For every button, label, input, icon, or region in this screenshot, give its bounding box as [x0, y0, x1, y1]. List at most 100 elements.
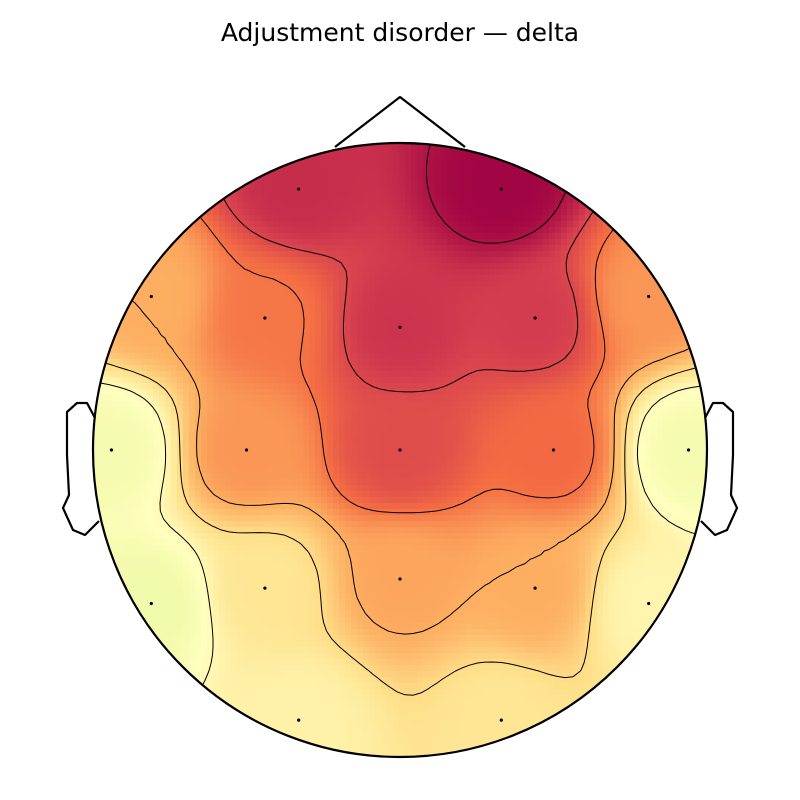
heatmap-cell: [255, 263, 262, 270]
heatmap-cell: [333, 461, 340, 468]
heatmap-cell: [429, 353, 436, 360]
heatmap-cell: [357, 227, 364, 234]
heatmap-cell: [603, 341, 610, 348]
heatmap-cell: [591, 467, 598, 474]
heatmap-cell: [165, 251, 172, 258]
heatmap-cell: [351, 467, 358, 474]
heatmap-cell: [231, 299, 238, 306]
heatmap-cell: [687, 359, 694, 366]
heatmap-cell: [417, 479, 424, 486]
heatmap-cell: [507, 197, 514, 204]
heatmap-cell: [681, 395, 688, 402]
heatmap-cell: [639, 401, 646, 408]
heatmap-cell: [129, 419, 136, 426]
heatmap-cell: [465, 347, 472, 354]
heatmap-cell: [273, 209, 280, 216]
heatmap-cell: [339, 401, 346, 408]
heatmap-cell: [477, 251, 484, 258]
heatmap-cell: [399, 341, 406, 348]
heatmap-cell: [591, 257, 598, 264]
heatmap-cell: [549, 365, 556, 372]
heatmap-cell: [177, 431, 184, 438]
heatmap-cell: [645, 311, 652, 318]
heatmap-cell: [339, 287, 346, 294]
heatmap-cell: [555, 305, 562, 312]
heatmap-cell: [411, 305, 418, 312]
heatmap-cell: [213, 371, 220, 378]
heatmap-cell: [453, 257, 460, 264]
heatmap-cell: [543, 395, 550, 402]
heatmap-cell: [201, 359, 208, 366]
heatmap-cell: [255, 251, 262, 258]
heatmap-cell: [633, 353, 640, 360]
heatmap-cell: [363, 197, 370, 204]
heatmap-cell: [435, 317, 442, 324]
heatmap-cell: [441, 329, 448, 336]
heatmap-cell: [369, 443, 376, 450]
heatmap-cell: [465, 323, 472, 330]
heatmap-cell: [447, 485, 454, 492]
heatmap-cell: [447, 269, 454, 276]
heatmap-cell: [171, 281, 178, 288]
heatmap-cell: [177, 245, 184, 252]
heatmap-cell: [147, 341, 154, 348]
heatmap-cell: [243, 461, 250, 468]
heatmap-cell: [261, 359, 268, 366]
heatmap-cell: [627, 383, 634, 390]
heatmap-cell: [285, 245, 292, 252]
heatmap-cell: [519, 299, 526, 306]
heatmap-cell: [423, 419, 430, 426]
heatmap-cell: [453, 443, 460, 450]
heatmap-cell: [633, 407, 640, 414]
heatmap-cell: [507, 425, 514, 432]
heatmap-cell: [393, 413, 400, 420]
heatmap-cell: [555, 329, 562, 336]
heatmap-cell: [669, 485, 676, 492]
heatmap-cell: [249, 245, 256, 252]
heatmap-cell: [225, 431, 232, 438]
heatmap-cell: [543, 179, 550, 186]
heatmap-cell: [177, 359, 184, 366]
heatmap-cell: [417, 461, 424, 468]
heatmap-cell: [501, 437, 508, 444]
heatmap-cell: [573, 365, 580, 372]
heatmap-cell: [339, 347, 346, 354]
heatmap-cell: [621, 473, 628, 480]
heatmap-cell: [579, 425, 586, 432]
heatmap-cell: [105, 413, 112, 420]
heatmap-cell: [513, 341, 520, 348]
heatmap-cell: [543, 383, 550, 390]
heatmap-cell: [159, 479, 166, 486]
heatmap-cell: [423, 431, 430, 438]
heatmap-cell: [597, 341, 604, 348]
heatmap-cell: [357, 281, 364, 288]
heatmap-cell: [273, 227, 280, 234]
heatmap-cell: [627, 371, 634, 378]
heatmap-cell: [147, 425, 154, 432]
heatmap-cell: [213, 419, 220, 426]
heatmap-cell: [309, 353, 316, 360]
heatmap-cell: [399, 299, 406, 306]
heatmap-cell: [513, 473, 520, 480]
heatmap-cell: [525, 227, 532, 234]
heatmap-cell: [567, 263, 574, 270]
heatmap-cell: [279, 395, 286, 402]
heatmap-cell: [177, 335, 184, 342]
heatmap-cell: [183, 389, 190, 396]
heatmap-cell: [327, 227, 334, 234]
heatmap-cell: [459, 161, 466, 168]
heatmap-cell: [213, 329, 220, 336]
heatmap-cell: [603, 449, 610, 456]
heatmap-cell: [687, 395, 694, 402]
heatmap-cell: [285, 275, 292, 282]
heatmap-cell: [495, 161, 502, 168]
heatmap-cell: [609, 251, 616, 258]
heatmap-cell: [579, 233, 586, 240]
heatmap-cell: [321, 431, 328, 438]
heatmap-cell: [363, 293, 370, 300]
heatmap-cell: [483, 245, 490, 252]
heatmap-cell: [519, 329, 526, 336]
heatmap-cell: [549, 341, 556, 348]
heatmap-cell: [693, 467, 700, 474]
heatmap-cell: [417, 185, 424, 192]
